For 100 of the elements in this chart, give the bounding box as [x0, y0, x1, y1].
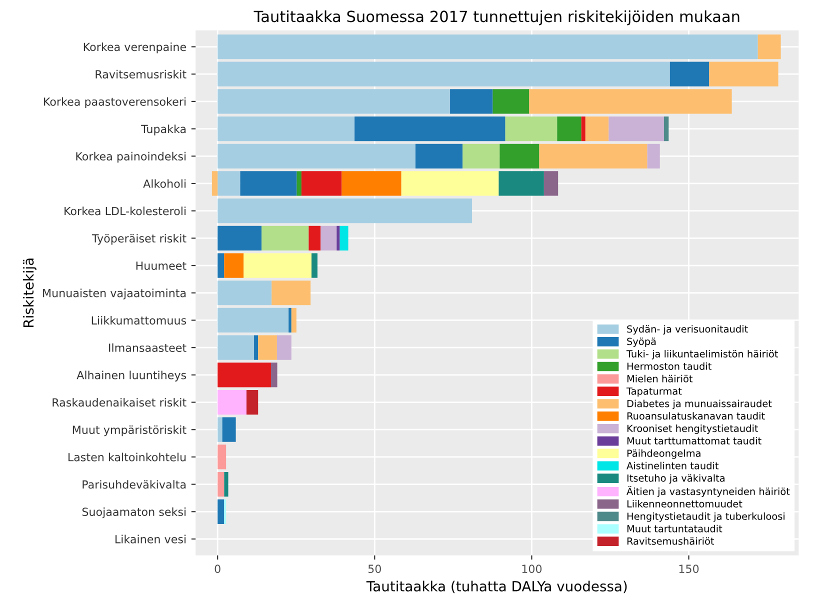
x-tick-label: 0 [214, 564, 220, 574]
legend-label: Diabetes ja munuaissairaudet [627, 400, 772, 410]
legend-label: Itsetuho ja väkivalta [627, 474, 724, 484]
bar [500, 144, 540, 168]
bar [218, 472, 224, 497]
chart-title: Tautitaakka Suomessa 2017 tunnettujen riskitekijöiden mukaan [254, 10, 740, 26]
bar [254, 335, 258, 360]
bar [270, 362, 278, 388]
bar [529, 89, 732, 114]
bar [218, 280, 272, 306]
y-tick-label: Tupakka [141, 124, 186, 136]
bar [320, 226, 337, 250]
bar [544, 171, 558, 196]
bar [272, 280, 311, 306]
y-tick-label: Ravitsemusriskit [96, 70, 186, 78]
bar [296, 171, 302, 196]
bar [288, 308, 292, 333]
bar [224, 253, 244, 278]
bar [218, 144, 416, 168]
y-axis-title: Riskitekijä [22, 258, 36, 327]
legend-label: Muut tarttumattomat taudit [627, 436, 762, 444]
bar [450, 89, 493, 114]
bar [291, 308, 296, 333]
y-tick-label: Munuaisten vajaatoiminta [43, 288, 186, 300]
bar [218, 499, 224, 524]
y-tick-label: Huumeet [136, 262, 186, 270]
legend-label: Hengitystietaudit ja tuberkuloosi [627, 512, 784, 522]
y-tick-label: Korkea painoindeksi [76, 152, 186, 163]
y-tick-label: Korkea LDL-kolesteroli [64, 206, 186, 216]
y-tick-label: Työperäiset riskit [92, 234, 186, 245]
legend-label: Muut tartuntataudit [627, 524, 722, 532]
bar [539, 144, 648, 168]
bar [212, 171, 218, 196]
bar [258, 335, 277, 360]
bar [340, 226, 348, 250]
legend-label: Sydän- ja verisuonitaudit [627, 325, 748, 335]
legend-label: Päihdeongelma [627, 449, 700, 459]
bar [462, 144, 500, 168]
legend-label: Tapaturmat [626, 388, 682, 397]
bar [670, 62, 710, 86]
bar [246, 390, 258, 415]
bar [240, 171, 297, 196]
bar [218, 444, 226, 470]
bar [244, 253, 312, 278]
bar [585, 116, 609, 142]
legend-label: Syöpä [627, 338, 656, 347]
bar [218, 116, 355, 142]
y-tick-label: Korkea paastoverensokeri [44, 97, 186, 108]
legend-label: Äitien ja vastasyntyneiden häiriöt [626, 486, 790, 497]
legend-label: Ruoansulatuskanavan taudit [627, 412, 765, 420]
bar [218, 362, 271, 388]
bar [262, 226, 309, 250]
bar [218, 308, 289, 333]
bar [312, 253, 318, 278]
x-axis-title: Tautitaakka (tuhatta DALYa vuodessa) [366, 580, 627, 594]
bar [218, 226, 262, 250]
y-tick-label: Korkea verenpaine [84, 42, 186, 54]
bar [224, 472, 228, 497]
bar [218, 390, 246, 415]
legend-label: Ravitsemushäiriöt [627, 537, 714, 545]
bar [581, 116, 586, 142]
bar [218, 34, 758, 60]
y-tick-label: Alhainen luuntiheys [76, 370, 186, 382]
bar [342, 171, 402, 196]
legend-label: Tuki- ja liikuntaelimistön häiriöt [626, 350, 778, 360]
bar [336, 226, 340, 250]
legend-label: Hermoston taudit [627, 362, 712, 370]
bar [218, 62, 670, 86]
bar [222, 417, 236, 442]
x-tick-label: 50 [368, 564, 381, 574]
bar [415, 144, 463, 168]
bar [218, 89, 450, 114]
y-tick-label: Alkoholi [143, 179, 186, 188]
y-tick-label: Muut ympäristöriskit [72, 425, 186, 436]
legend-label: Aistinelinten taudit [626, 462, 719, 470]
y-tick-label: Lasten kaltoinkohtelu [68, 452, 186, 462]
bar [218, 253, 224, 278]
bar [709, 62, 778, 86]
y-tick-label: Liikkumattomuus [92, 316, 186, 325]
x-tick-label: 150 [679, 564, 699, 574]
bar [498, 171, 544, 196]
bar [647, 144, 660, 168]
bar [354, 116, 506, 142]
bar [401, 171, 499, 196]
legend-label: Liikenneonnettomuudet [627, 500, 742, 508]
bar [492, 89, 530, 114]
bar [664, 116, 669, 142]
bar [301, 171, 342, 196]
bar [218, 335, 254, 360]
legend-label: Mielen häiriöt [627, 374, 693, 382]
bar [308, 226, 321, 250]
legend-label: Krooniset hengitystietaudit [627, 424, 758, 434]
bar [218, 417, 222, 442]
bar [276, 335, 292, 360]
bar [608, 116, 664, 142]
y-tick-label: Suojaamaton seksi [82, 507, 186, 518]
y-tick-label: Parisuhdeväkivalta [82, 480, 186, 489]
bar [218, 171, 240, 196]
bar [505, 116, 558, 142]
y-tick-label: Likainen vesi [116, 534, 186, 544]
